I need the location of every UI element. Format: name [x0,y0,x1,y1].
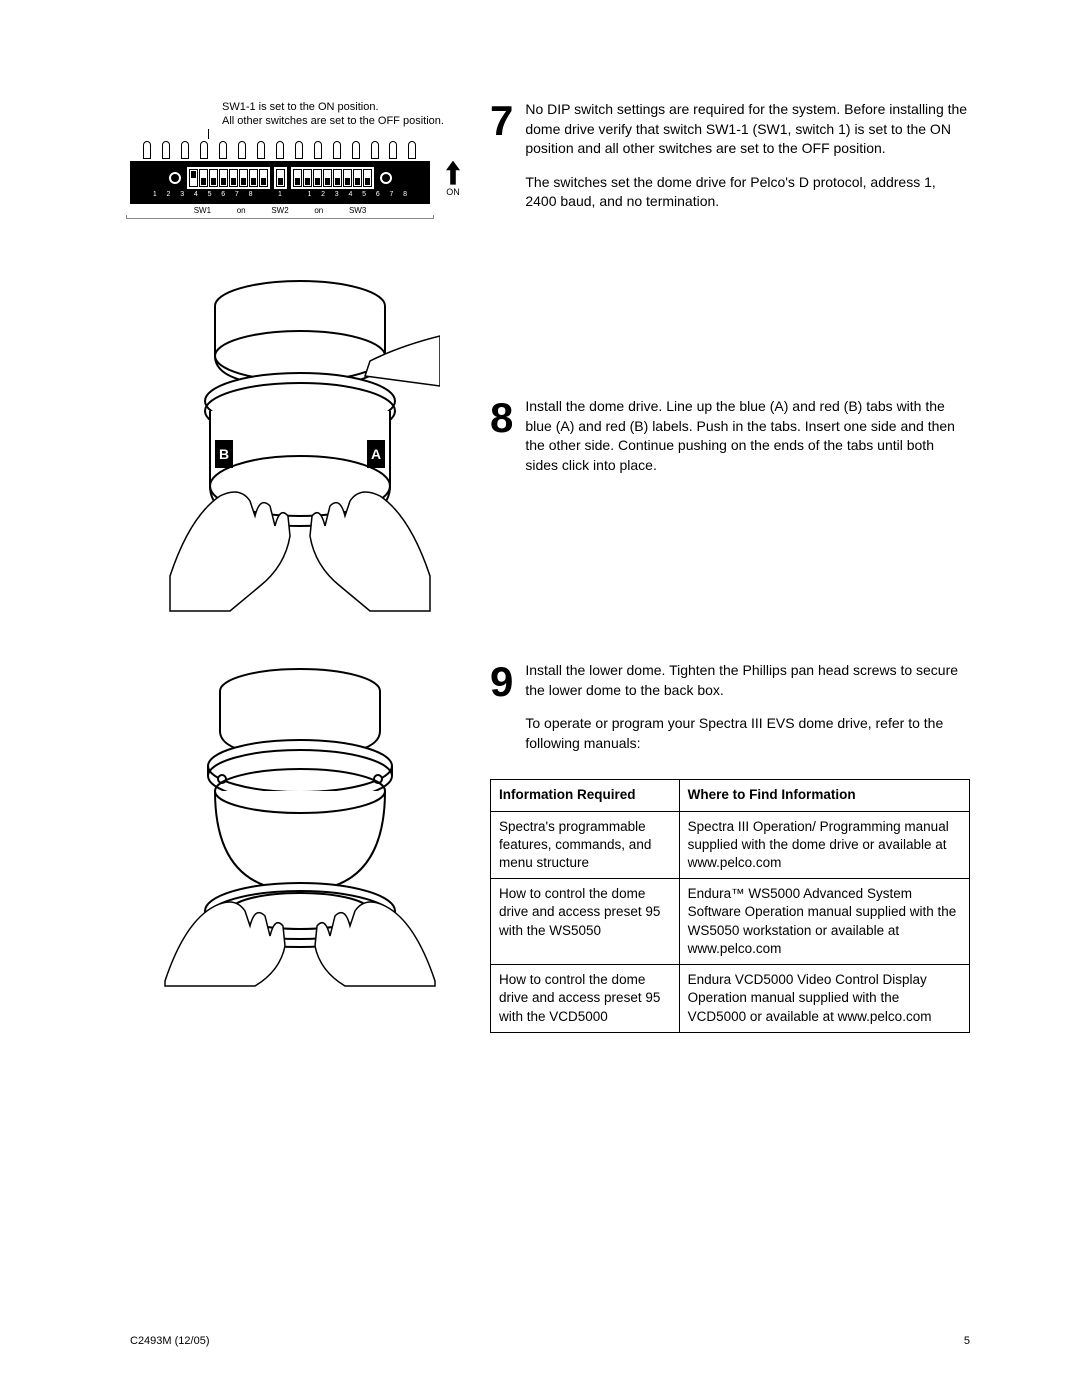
svg-text:B: B [219,446,229,462]
table-row: Spectra's programmable features, command… [491,811,970,879]
info-table: Information Required Where to Find Infor… [490,779,970,1032]
table-row: How to control the dome drive and access… [491,879,970,965]
svg-text:A: A [371,446,381,462]
sw1-label: SW1 [194,206,211,215]
lower-dome-icon [160,661,440,991]
dip-label-line2: All other switches are set to the OFF po… [222,114,444,128]
dome-drive-illustration: B A [160,266,440,621]
footer-page-number: 5 [964,1335,970,1347]
on-small-2: on [314,206,323,215]
sw2-group [274,167,287,189]
step-9-section: 9 Install the lower dome. Tighten the Ph… [130,661,970,1033]
step-7-section: SW1-1 is set to the ON position. All oth… [130,100,970,226]
sw3-label: SW3 [349,206,366,215]
step-7-number: 7 [490,100,513,142]
footer-doc-id: C2493M (12/05) [130,1335,210,1347]
table-row: How to control the dome drive and access… [491,965,970,1033]
dome-install-icon: B A [160,266,440,616]
sw2-label: SW2 [271,206,288,215]
on-arrow-icon: ON [446,161,460,197]
step-9-text: Install the lower dome. Tighten the Phil… [525,661,970,767]
step-8-section: B A 8 Install the dome drive. Line up t [130,266,970,621]
lower-dome-illustration [160,661,440,996]
step-8-text: Install the dome drive. Line up the blue… [525,397,970,489]
table-header-1: Information Required [491,780,680,811]
page-footer: C2493M (12/05) 5 [130,1335,970,1347]
dip-label-line1: SW1-1 is set to the ON position. [222,100,379,114]
sw3-group [291,167,374,189]
dip-label: SW1-1 is set to the ON position. All oth… [210,100,470,139]
step-7-text: No DIP switch settings are required for … [525,100,970,226]
sw1-group [187,167,270,189]
dip-switch-diagram: 1 2 3 4 5 6 7 8 1 1 2 3 4 [130,141,430,219]
table-header-2: Where to Find Information [679,780,969,811]
step-8-number: 8 [490,397,513,439]
on-small-1: on [237,206,246,215]
step-9-number: 9 [490,661,513,703]
